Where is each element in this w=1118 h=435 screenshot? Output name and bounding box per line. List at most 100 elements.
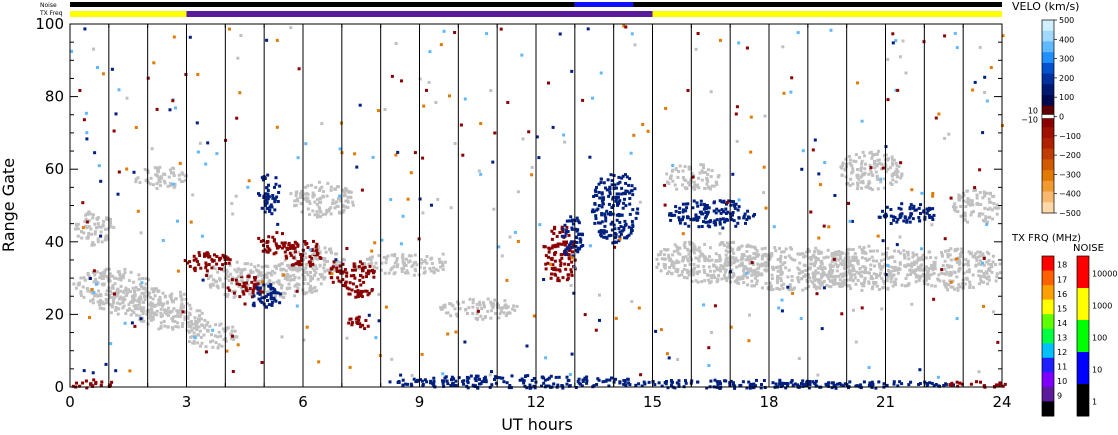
txfrq-scale-title: TX FRQ (MHz) [1011,233,1081,244]
velo-swatch [1042,170,1054,182]
velo-scale-title: VELO (km/s) [1012,0,1079,13]
velo-swatch [1042,41,1054,53]
velo-tick-label: 500 [1059,16,1074,25]
strip-1-segment-1 [186,11,653,17]
txfrq-tick-label: 16 [1057,290,1067,299]
x-axis-label: UT hours [501,415,573,434]
velo-tick-label: −300 [1059,170,1081,179]
velo-tick-label: 100 [1059,93,1074,102]
txfrq-tick-label: 9 [1057,392,1062,401]
velo-swatch [1042,148,1054,160]
txfrq-swatch [1042,270,1054,286]
region-0-blob-2 [74,210,116,247]
x-tick-label: 15 [643,393,662,411]
velo-swatch [1042,116,1054,128]
velo-side-label: −10 [1021,116,1038,125]
region-2-blob-1 [560,215,585,258]
txfrq-tick-label: 11 [1057,363,1067,372]
strip-0-segment-1 [574,2,634,7]
noise-swatch [1077,288,1089,321]
status-strips: Noise TX Freq [39,2,1002,17]
x-tick-label: 18 [759,393,778,411]
noise-swatch [1077,352,1089,385]
noise-swatch [1077,256,1089,289]
txfrq-swatch [1042,343,1054,359]
x-tick-label: 6 [298,393,308,411]
txfrq-tick-label: 12 [1057,348,1067,357]
velo-swatch [1042,52,1054,64]
velo-swatch [1042,159,1054,171]
txfrq-swatch [1042,314,1054,330]
x-tick-label: 9 [415,393,425,411]
region-3-blob-2 [731,380,955,390]
region-0-blob-14 [796,245,937,292]
velo-swatch [1042,137,1054,150]
txfrq-swatch [1042,386,1054,402]
velo-tick-label: −400 [1059,190,1081,199]
strip-0-segment-2 [633,2,1002,7]
noise-tick-label: 1000 [1092,302,1112,311]
x-tick-label: 12 [526,393,545,411]
txfrq-tick-label: 15 [1057,304,1067,313]
velo-swatch [1042,127,1054,139]
txfrq-swatch [1042,299,1054,315]
x-tick-label: 3 [182,393,192,411]
txfrq-tick-label: 14 [1057,319,1067,328]
velo-side-label: 10 [1028,107,1038,116]
noise-tick-label: 10000 [1092,270,1117,279]
velo-swatch [1042,20,1054,32]
txfrq-swatch [1042,401,1054,417]
velo-tick-label: −100 [1059,132,1081,141]
txfrq-swatch [1042,285,1054,301]
region-2-blob-4 [668,199,756,230]
txfrq-tick-label: 10 [1057,377,1067,386]
strip-1-segment-0 [70,11,187,17]
y-tick-label: 100 [35,15,64,33]
txfrq-tick-label: 13 [1057,333,1067,342]
txfrq-tick-label: 18 [1057,261,1067,270]
region-0-blob-8 [293,180,355,219]
velo-tick-label: 0 [1059,113,1064,122]
velo-swatch [1042,180,1054,193]
x-tick-label: 21 [876,393,895,411]
noise-swatch [1077,384,1089,417]
strip-0-segment-0 [70,2,575,7]
x-axis: 0 3 6 9 12 15 18 21 24 [65,24,1012,411]
region-0-blob-16 [665,163,721,191]
region-0-blob-15 [910,247,1002,292]
txfrq-color-scale: 18 17 16 15 14 13 12 11 10 9 [1041,255,1067,417]
velo-swatch [1042,105,1054,117]
txfrq-tick-label: 17 [1057,275,1067,284]
velo-swatch [1042,202,1054,214]
region-1-blob-5 [226,274,265,299]
noise-swatch [1077,320,1089,353]
velo-swatch [1042,62,1054,75]
noise-tick-label: 1 [1092,398,1097,407]
velo-tick-label: −500 [1059,209,1081,218]
velo-swatch [1042,84,1054,96]
scatter-noise [70,24,1005,379]
velo-tick-label: 200 [1059,74,1074,83]
noise-strip-label: Noise [40,2,57,9]
y-tick-label: 40 [45,233,64,251]
strip-1-segment-2 [652,11,1002,17]
velo-tick-label: 300 [1059,55,1074,64]
y-axis-label: Range Gate [0,158,18,252]
y-tick-label: 80 [45,88,64,106]
velo-swatch [1042,73,1054,85]
velo-swatch [1042,30,1054,42]
region-1-blob-6 [328,260,349,284]
region-1-blob-7 [347,315,370,331]
velo-tick-label: 400 [1059,35,1074,44]
x-tick-label: 24 [992,393,1011,411]
y-tick-label: 20 [45,305,64,323]
txfrq-swatch [1042,372,1054,388]
noise-color-scale: 10000 1000 100 10 1 [1076,255,1117,417]
region-1-blob-2 [284,239,323,268]
txfrq-swatch [1042,357,1054,373]
noise-tick-label: 100 [1092,334,1107,343]
txfrq-swatch [1042,256,1054,272]
scan-boundaries [108,24,964,387]
scatter-regions [71,149,1007,390]
